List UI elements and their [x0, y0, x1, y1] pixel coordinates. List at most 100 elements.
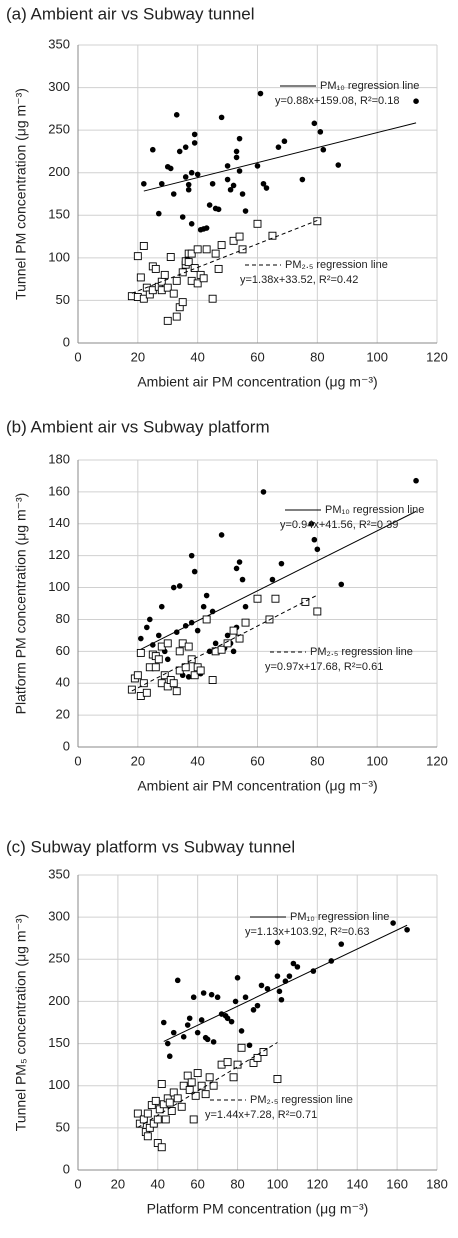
point — [210, 1039, 217, 1045]
y-tick-label: 0 — [63, 1161, 70, 1176]
x-tick-label: 40 — [190, 753, 204, 768]
point — [413, 98, 419, 104]
point — [167, 1107, 176, 1115]
point — [263, 185, 270, 191]
x-tick-label: 100 — [366, 753, 388, 768]
point — [246, 1042, 253, 1049]
point — [242, 208, 249, 214]
y-tick-label: 20 — [56, 707, 70, 722]
point — [223, 639, 232, 648]
point — [170, 1029, 177, 1036]
x-tick-label: 120 — [426, 753, 448, 768]
point — [249, 1059, 258, 1067]
y-tick-label: 100 — [48, 579, 70, 594]
panel: (a) Ambient air vs Subway tunnel 0 50 100 15… — [6, 4, 448, 389]
point — [239, 576, 246, 583]
y-tick-label: 140 — [48, 515, 70, 530]
y-tick-label: 150 — [48, 1035, 70, 1050]
point — [147, 1101, 156, 1110]
legend-label: PM₁₀ regression line — [290, 911, 389, 923]
point — [208, 676, 217, 684]
point — [154, 655, 163, 664]
point — [185, 1085, 194, 1094]
point — [190, 671, 199, 680]
point — [184, 258, 193, 267]
point — [157, 1143, 166, 1152]
point — [206, 648, 213, 655]
y-axis-label: Tunnel PM concentration (μg m⁻³) — [13, 88, 29, 300]
y-tick-label: 0 — [63, 738, 70, 753]
point — [205, 1073, 214, 1082]
point — [179, 1081, 188, 1090]
point — [313, 607, 322, 616]
point — [229, 626, 238, 635]
point — [160, 270, 169, 279]
point — [206, 202, 213, 208]
point — [224, 176, 231, 183]
y-axis-label: Tunnel PM₅ concentration (μg m⁻³) — [13, 914, 29, 1131]
point — [136, 648, 145, 657]
point — [182, 144, 189, 150]
point — [260, 180, 267, 187]
fit-label: y=0.94x+41.56, R²=0.39 — [280, 519, 398, 531]
point — [199, 274, 208, 283]
y-tick-label: 150 — [48, 207, 70, 222]
legend-label: PM₁₀ regression line — [320, 80, 419, 92]
point — [229, 236, 238, 245]
point — [311, 536, 318, 543]
point — [259, 1048, 268, 1056]
y-tick-label: 250 — [48, 122, 70, 137]
point — [189, 1115, 198, 1124]
y-tick-label: 180 — [48, 451, 70, 466]
x-tick-label: 160 — [386, 1176, 408, 1191]
point — [138, 635, 144, 642]
point — [161, 1115, 170, 1124]
point — [193, 279, 202, 288]
point — [180, 1034, 187, 1040]
x-axis-label: Platform PM concentration (μg m⁻³) — [147, 1201, 369, 1217]
point — [164, 1040, 171, 1047]
legend-label: PM₂.₅ regression line — [250, 1094, 353, 1106]
point — [191, 568, 198, 575]
point — [273, 1075, 282, 1083]
point — [163, 316, 172, 325]
point — [190, 994, 197, 1001]
point — [144, 624, 150, 631]
point — [390, 920, 396, 926]
point — [278, 996, 285, 1003]
fit-label: y=0.97x+17.68, R²=0.61 — [265, 661, 383, 673]
point — [160, 1019, 167, 1026]
point — [176, 583, 183, 589]
point — [164, 656, 171, 663]
point — [142, 688, 151, 697]
point — [170, 584, 177, 591]
point — [179, 214, 186, 220]
point — [203, 592, 210, 599]
regression-line — [131, 219, 318, 294]
point — [212, 640, 219, 647]
y-tick-label: 40 — [56, 675, 70, 690]
fit-label: y=0.88x+159.08, R²=0.18 — [275, 95, 399, 107]
point — [186, 1015, 193, 1022]
x-tick-label: 40 — [190, 349, 204, 364]
point — [185, 186, 192, 193]
point — [227, 186, 234, 193]
point — [169, 289, 178, 298]
y-tick-label: 50 — [56, 1119, 70, 1134]
point — [139, 1115, 148, 1124]
point — [188, 169, 195, 176]
point — [187, 655, 196, 664]
point — [191, 131, 198, 138]
point — [230, 182, 237, 189]
point — [203, 225, 210, 231]
point — [413, 477, 419, 484]
point — [133, 671, 142, 680]
y-tick-label: 160 — [48, 483, 70, 498]
point — [184, 1022, 191, 1028]
point — [257, 90, 264, 97]
point — [269, 576, 276, 583]
point — [200, 990, 207, 996]
point — [158, 603, 165, 610]
point — [209, 1081, 218, 1090]
